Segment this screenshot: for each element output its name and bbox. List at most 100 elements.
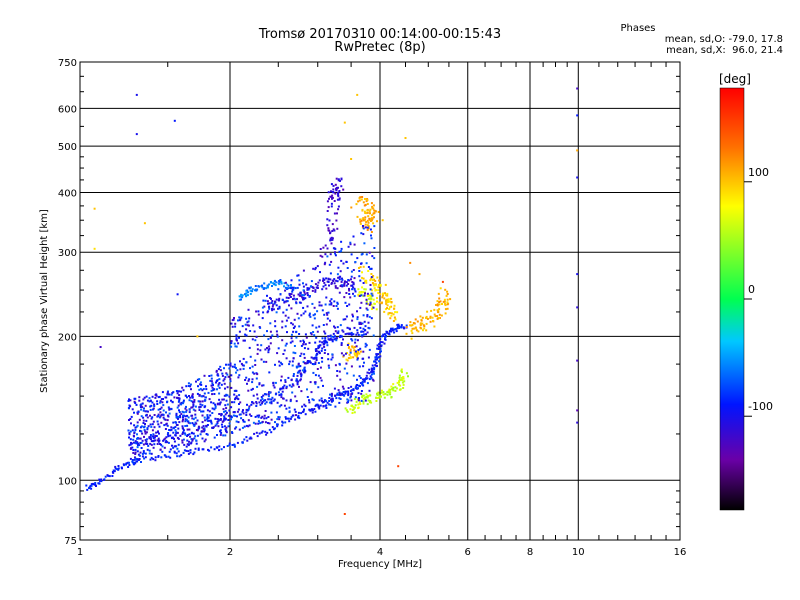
trace-point [351,281,354,283]
cloud-point [187,421,190,424]
cloud-point [199,405,202,408]
cloud-point [136,460,139,463]
cloud-point [160,421,163,424]
cloud-point [231,319,234,322]
cloud-point [334,286,337,289]
trace-point [165,455,168,458]
trace-point [326,210,329,212]
x-axis-label: Frequency [MHz] [338,559,422,570]
cloud-point [184,420,187,423]
trace-point [220,448,223,451]
trace-point [241,410,244,413]
cloud-point [290,333,293,336]
cloud-point [178,409,180,412]
cloud-point [189,383,192,386]
trace-point [269,281,272,283]
cloud-point [200,410,203,413]
trace-point [350,389,353,392]
cloud-point [292,373,295,375]
cloud-point [199,400,202,403]
trace-point [370,273,373,275]
trace-point [371,214,374,217]
cloud-point [210,380,213,383]
cloud-point [310,391,313,394]
isolated-point [576,149,579,152]
cloud-point [268,391,271,394]
cloud-point [301,405,304,408]
cloud-point [353,295,356,298]
cloud-point [131,460,134,463]
cloud-point [286,287,289,290]
trace-point [288,420,291,423]
trace-point [391,388,394,391]
cloud-point [134,397,137,400]
trace-point [340,335,343,338]
trace-point [340,177,343,180]
cloud-point [301,294,304,297]
cloud-point [196,429,199,432]
cloud-point [285,407,288,410]
trace-point [339,335,342,338]
trace-point [319,404,322,407]
trace-point [322,400,325,403]
cloud-point [321,288,324,291]
cloud-point [305,336,308,339]
cloud-point [327,311,330,314]
cloud-point [221,398,224,401]
cloud-point [234,427,237,430]
cloud-point [294,287,297,290]
trace-point [267,398,270,401]
cloud-point [314,381,317,384]
cloud-point [282,311,285,314]
cloud-point [137,458,140,461]
cloud-point [180,390,182,393]
trace-point [128,461,130,464]
cloud-point [321,399,323,402]
cloud-point [185,409,188,412]
cloud-point [360,301,363,304]
trace-point [374,284,377,287]
trace-point [396,325,399,328]
trace-point [304,297,307,300]
trace-point [273,283,276,286]
trace-point [369,218,371,221]
cloud-point [151,401,154,404]
cloud-point [367,266,370,268]
cloud-point [231,401,233,404]
cloud-point [362,314,365,317]
trace-point [157,437,160,440]
trace-point [383,342,386,345]
trace-point [341,277,343,280]
trace-point [394,318,397,321]
cloud-point [285,357,288,360]
trace-point [446,307,449,310]
trace-point [379,348,382,350]
cloud-point [257,420,260,423]
cloud-point [274,363,276,366]
cloud-point [128,432,131,435]
cloud-point [300,390,303,393]
cloud-point [256,348,259,351]
cloud-point [153,443,156,446]
cloud-point [195,422,198,425]
cloud-point [217,383,220,386]
trace-point [327,281,330,283]
trace-point [449,298,452,301]
cloud-point [358,275,361,278]
cloud-point [346,344,349,346]
trace-point [362,201,365,204]
cloud-point [292,351,295,354]
cloud-point [241,364,244,367]
cloud-point [152,420,155,423]
cloud-point [313,317,316,320]
trace-point [117,467,120,470]
cloud-point [128,433,131,436]
cloud-point [353,288,356,291]
cloud-point [291,340,294,343]
cloud-point [164,437,167,440]
trace-point [335,279,338,282]
trace-point [393,304,396,307]
trace-point [336,392,339,395]
trace-point [384,333,386,336]
cloud-point [238,330,241,333]
